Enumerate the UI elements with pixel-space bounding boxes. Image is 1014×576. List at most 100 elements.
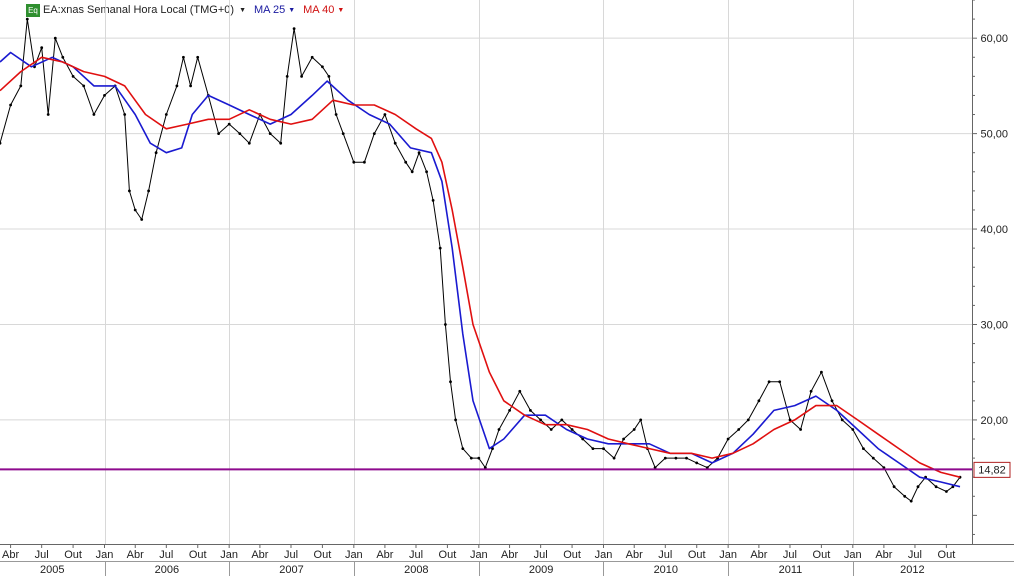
price-point — [40, 46, 44, 50]
month-tick-label: Out — [314, 549, 332, 561]
y-tick-label: 40,00 — [980, 224, 1008, 236]
price-point — [393, 141, 397, 145]
price-point — [431, 199, 435, 202]
ma-short-label[interactable]: MA 25 — [254, 4, 286, 16]
price-point — [327, 75, 331, 78]
price-point — [334, 113, 338, 116]
price-point — [862, 447, 865, 450]
month-tick-label: Jul — [409, 549, 423, 561]
level-label: 14,82 — [978, 464, 1006, 476]
series-line-ma-25 — [0, 51, 961, 488]
price-point — [196, 55, 200, 59]
year-label: 2011 — [779, 564, 803, 576]
price-point — [189, 84, 193, 88]
price-point — [726, 437, 730, 441]
price-point — [25, 17, 29, 21]
price-point — [830, 399, 834, 403]
ma-long-label[interactable]: MA 40 — [303, 4, 335, 16]
price-point — [746, 418, 750, 422]
price-point — [352, 160, 356, 164]
price-point — [469, 456, 473, 460]
month-tick-label: Jan — [844, 549, 862, 561]
year-label: 2005 — [40, 564, 64, 576]
month-tick-label: Jan — [470, 549, 488, 561]
price-point — [892, 485, 896, 489]
month-tick-label: Out — [688, 549, 706, 561]
price-point — [851, 428, 855, 431]
price-point — [438, 246, 442, 250]
price-point — [92, 113, 96, 116]
price-point — [477, 456, 481, 460]
price-point — [639, 418, 643, 422]
symbol-dropdown-icon[interactable]: ▼ — [239, 6, 246, 14]
month-tick-label: Out — [813, 549, 831, 561]
price-point — [140, 218, 144, 221]
price-point — [788, 418, 792, 422]
price-point — [871, 456, 875, 460]
year-label: 2009 — [529, 564, 553, 576]
price-point — [916, 485, 920, 489]
y-tick-label: 60,00 — [980, 33, 1008, 45]
month-tick-label: Jul — [783, 549, 797, 561]
price-point — [82, 84, 86, 88]
ma-long-dropdown-icon[interactable]: ▼ — [337, 6, 345, 14]
y-tick-label: 50,00 — [980, 129, 1008, 141]
price-point — [410, 170, 414, 174]
price-point — [882, 466, 886, 469]
price-point — [292, 27, 296, 30]
equity-badge[interactable]: Eq — [26, 3, 40, 17]
month-tick-label: Abr — [875, 549, 892, 561]
price-point — [483, 466, 487, 469]
price-point — [217, 132, 221, 136]
level-label-box — [973, 461, 1011, 478]
price-point — [945, 490, 948, 493]
price-point — [127, 189, 131, 193]
price-point — [518, 389, 522, 393]
price-point — [341, 132, 345, 136]
price-point — [46, 113, 50, 116]
price-point — [903, 494, 907, 498]
price-point — [285, 75, 289, 78]
price-point — [164, 113, 168, 116]
price-point — [622, 437, 625, 441]
price-point — [417, 151, 421, 155]
price-point — [363, 160, 366, 164]
price-point — [425, 170, 428, 174]
symbol-label[interactable]: EA:xnas Semanal Hora Local (TMG+0) — [43, 4, 235, 16]
price-point — [705, 466, 709, 469]
price-point — [685, 456, 688, 460]
price-point — [581, 437, 585, 441]
month-tick-label: Out — [64, 549, 82, 561]
price-point — [444, 323, 447, 326]
month-tick-label: Jul — [534, 549, 548, 561]
x-axis-background — [0, 544, 1014, 576]
price-point — [147, 189, 151, 193]
month-tick-label: Out — [563, 549, 581, 561]
price-point — [570, 428, 574, 431]
price-point — [632, 428, 636, 431]
price-point — [461, 447, 465, 450]
price-point — [951, 485, 955, 489]
price-point — [268, 132, 272, 136]
month-tick-label: Jul — [284, 549, 298, 561]
price-point — [279, 141, 283, 145]
price-point — [227, 122, 231, 126]
price-point — [909, 499, 913, 503]
year-label: 2006 — [155, 564, 179, 576]
price-point — [61, 55, 65, 59]
month-tick-label: Out — [439, 549, 457, 561]
month-tick-label: Out — [938, 549, 956, 561]
month-tick-label: Abr — [501, 549, 518, 561]
ma-short-dropdown-icon[interactable]: ▼ — [288, 6, 296, 14]
y-tick-label: 30,00 — [980, 319, 1008, 331]
grid — [0, 0, 972, 544]
price-point — [529, 409, 532, 412]
month-tick-label: Jul — [159, 549, 173, 561]
year-label: 2007 — [279, 564, 303, 576]
price-point — [549, 428, 553, 431]
price-point — [103, 94, 106, 97]
price-point — [123, 113, 127, 116]
price-point — [497, 428, 501, 431]
